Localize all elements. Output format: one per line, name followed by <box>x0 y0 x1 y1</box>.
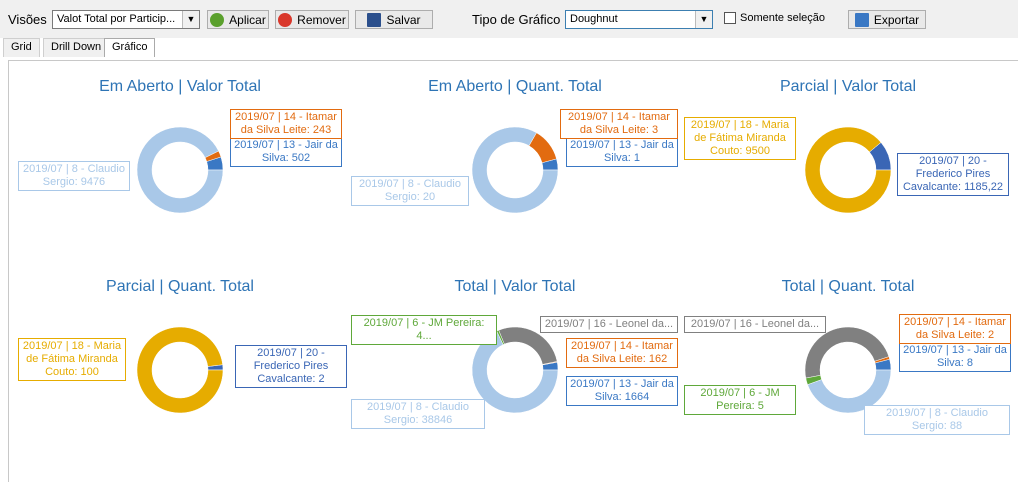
chart-title: Parcial | Valor Total <box>780 78 916 95</box>
data-label: 2019/07 | 14 - Itamar da Silva Leite: 2 <box>899 314 1011 344</box>
data-label: 2019/07 | 6 - JM Pereira: 5 <box>684 385 796 415</box>
data-label: 2019/07 | 16 - Leonel da... <box>540 316 678 333</box>
doughnut-segment <box>471 330 559 414</box>
data-label: 2019/07 | 16 - Leonel da... <box>684 316 826 333</box>
data-label: 2019/07 | 6 - JM Pereira: 4... <box>351 315 497 345</box>
export-button[interactable]: Exportar <box>848 10 926 29</box>
data-label: 2019/07 | 13 - Jair da Silva: 1664 <box>566 376 678 406</box>
chart-title: Total | Quant. Total <box>782 278 915 295</box>
checkbox[interactable] <box>724 12 736 24</box>
toolbar: Visões Valot Total por Particip... ▼ Apli… <box>0 0 1018 38</box>
doughnut-segment <box>471 126 559 214</box>
doughnut-segment <box>807 369 892 414</box>
apply-button[interactable]: Aplicar <box>207 10 269 29</box>
data-label: 2019/07 | 13 - Jair da Silva: 8 <box>899 342 1011 372</box>
chart-title: Total | Valor Total <box>455 278 576 295</box>
chart-title: Parcial | Quant. Total <box>106 278 254 295</box>
data-label: 2019/07 | 8 - Claudio Sergio: 88 <box>864 405 1010 435</box>
tab[interactable]: Drill Down <box>43 38 110 57</box>
chart-type-text: Doughnut <box>570 13 618 25</box>
data-label: 2019/07 | 8 - Claudio Sergio: 20 <box>351 176 469 206</box>
data-label: 2019/07 | 14 - Itamar da Silva Leite: 24… <box>230 109 342 139</box>
views-label: Visões <box>8 12 47 27</box>
data-label: 2019/07 | 20 - Frederico Pires Cavalcant… <box>897 153 1009 196</box>
data-label: 2019/07 | 14 - Itamar da Silva Leite: 16… <box>566 338 678 368</box>
doughnut-segment <box>136 126 224 214</box>
data-label: 2019/07 | 8 - Claudio Sergio: 9476 <box>18 161 130 191</box>
data-label: 2019/07 | 13 - Jair da Silva: 502 <box>230 137 342 167</box>
remove-button[interactable]: Remover <box>275 10 349 29</box>
data-label: 2019/07 | 20 - Frederico Pires Cavalcant… <box>235 345 347 388</box>
selection-only-label: Somente seleção <box>740 12 825 24</box>
apply-text: Aplicar <box>229 12 266 27</box>
chart-panel <box>8 60 1018 482</box>
save-button[interactable]: Salvar <box>355 10 433 29</box>
tab-active[interactable]: Gráfico <box>104 38 156 57</box>
view-select-text: Valot Total por Particip... <box>57 13 176 25</box>
chart-type-label: Tipo de Gráfico <box>472 12 561 27</box>
data-label: 2019/07 | 13 - Jair da Silva: 1 <box>566 137 678 167</box>
chart-type-select[interactable]: Doughnut ▼ <box>565 10 713 29</box>
view-select[interactable]: Valot Total por Particip... ▼ <box>52 10 200 29</box>
export-text: Exportar <box>873 12 920 27</box>
data-label: 2019/07 | 8 - Claudio Sergio: 38846 <box>351 399 485 429</box>
doughnut-segment <box>136 326 224 414</box>
remove-text: Remover <box>297 12 346 27</box>
data-label: 2019/07 | 14 - Itamar da Silva Leite: 3 <box>560 109 678 139</box>
doughnut-segment <box>804 126 892 214</box>
data-label: 2019/07 | 18 - Maria de Fátima Miranda C… <box>684 117 796 160</box>
chart-title: Em Aberto | Valor Total <box>99 78 261 95</box>
data-label: 2019/07 | 18 - Maria de Fátima Miranda C… <box>18 338 126 381</box>
chart-title: Em Aberto | Quant. Total <box>428 78 602 95</box>
tab[interactable]: Grid <box>3 38 40 57</box>
save-text: Salvar <box>386 12 421 27</box>
